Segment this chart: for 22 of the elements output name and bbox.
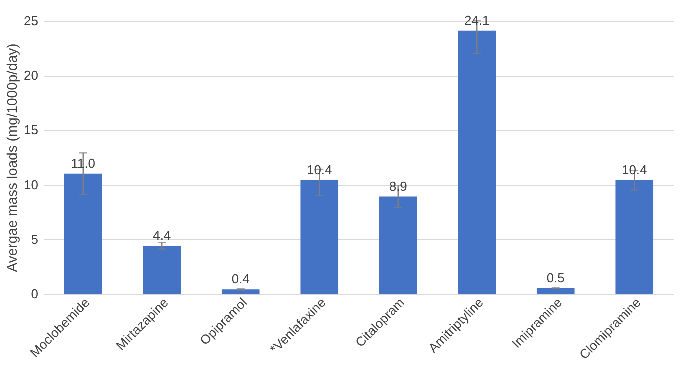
bar	[379, 196, 418, 294]
data-label: 0.4	[232, 272, 250, 287]
bar	[536, 288, 575, 294]
bar	[616, 180, 654, 294]
bar	[458, 30, 496, 294]
bar	[300, 180, 339, 294]
bar	[222, 290, 260, 294]
data-label: 0.5	[546, 270, 565, 286]
data-label: 24.1	[464, 12, 490, 28]
y-axis-title: Avergae mass loads (mg/1000p/day)	[4, 44, 20, 272]
y-tick-label: 5	[31, 232, 38, 247]
y-tick-label: 15	[24, 122, 38, 138]
bar	[64, 174, 102, 294]
y-tick-label: 0	[31, 286, 38, 302]
bar	[143, 246, 182, 294]
data-label: 10.4	[306, 162, 332, 178]
y-tick-label: 20	[24, 68, 38, 84]
y-tick-label: 10	[24, 177, 38, 192]
data-label: 4.4	[153, 228, 172, 243]
y-tick-label: 25	[24, 14, 38, 28]
data-label: 8.9	[389, 178, 408, 194]
data-label: 10.4	[622, 162, 648, 178]
